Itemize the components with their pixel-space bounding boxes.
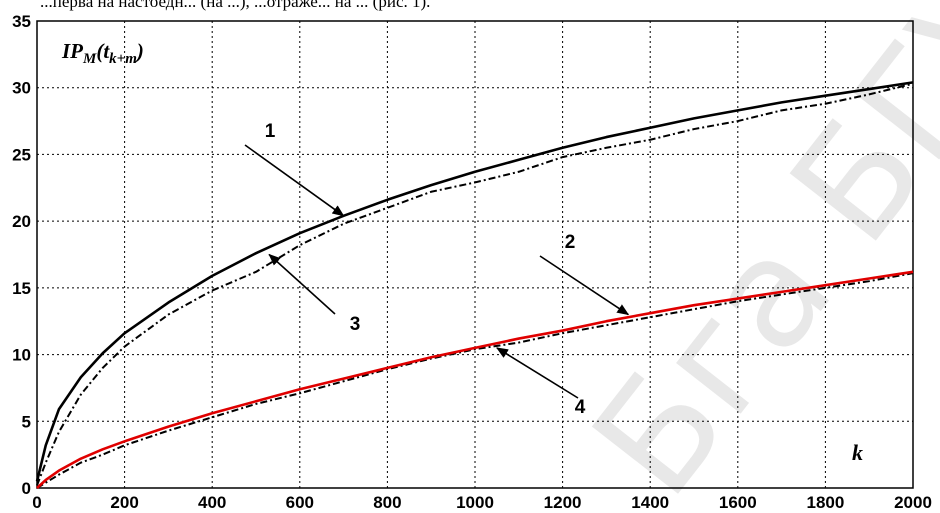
y-axis-label-paren-open: (t bbox=[96, 39, 110, 63]
y-axis-label: IPM(tk+m) bbox=[61, 39, 144, 67]
y-tick-label: 30 bbox=[12, 79, 31, 98]
series-line-1 bbox=[35, 81, 914, 482]
y-axis-label-sub2: k+m bbox=[109, 51, 137, 67]
y-axis-label-sub1: M bbox=[82, 51, 97, 67]
series-group bbox=[35, 81, 914, 489]
x-tick-label: 1400 bbox=[631, 493, 669, 512]
x-tick-label: 400 bbox=[198, 493, 226, 512]
annotation-arrow-1 bbox=[244, 144, 345, 217]
y-tick-label: 20 bbox=[12, 212, 31, 231]
x-tick-labels: 0 200 400 600 800 1000 1200 1400 1600 1800 2000 bbox=[32, 493, 932, 512]
y-tick-label: 10 bbox=[12, 346, 31, 365]
y-tick-label: 5 bbox=[22, 412, 31, 431]
y-tick-label: 15 bbox=[12, 279, 31, 298]
annotation-arrow-4 bbox=[496, 347, 579, 399]
annotation-arrow-2 bbox=[539, 255, 630, 316]
annotation-arrow-3 bbox=[268, 253, 336, 315]
y-tick-labels: 0 5 10 15 20 25 30 35 bbox=[12, 12, 31, 498]
y-axis-label-main: IP bbox=[61, 39, 83, 63]
x-axis-label: k bbox=[852, 440, 863, 465]
annotation-label-2: 2 bbox=[565, 232, 576, 253]
x-tick-label: 200 bbox=[110, 493, 138, 512]
annotation-arrows: 1 2 3 4 bbox=[244, 121, 630, 418]
annotation-label-3: 3 bbox=[350, 314, 361, 335]
series-line-2 bbox=[36, 270, 914, 489]
x-tick-label: 600 bbox=[286, 493, 314, 512]
axes-box bbox=[36, 20, 914, 489]
x-tick-label: 1800 bbox=[806, 493, 844, 512]
y-axis-label-paren-close: ) bbox=[135, 39, 144, 63]
x-tick-label: 2000 bbox=[894, 493, 932, 512]
watermark: Бга БГУИ bbox=[560, 0, 940, 513]
x-tick-label: 1600 bbox=[719, 493, 757, 512]
x-tick-label: 1200 bbox=[544, 493, 582, 512]
y-tick-label: 25 bbox=[12, 145, 31, 164]
y-tick-label: 0 bbox=[22, 479, 31, 498]
x-tick-label: 1000 bbox=[456, 493, 494, 512]
annotation-label-1: 1 bbox=[265, 121, 276, 142]
top-cut-text: ...перва на настоедн... (на ...), ...отр… bbox=[40, 0, 430, 11]
grid bbox=[37, 21, 913, 488]
y-tick-label: 35 bbox=[12, 12, 31, 31]
annotation-label-4: 4 bbox=[575, 397, 586, 418]
x-tick-label: 800 bbox=[373, 493, 401, 512]
x-tick-label: 0 bbox=[32, 493, 41, 512]
